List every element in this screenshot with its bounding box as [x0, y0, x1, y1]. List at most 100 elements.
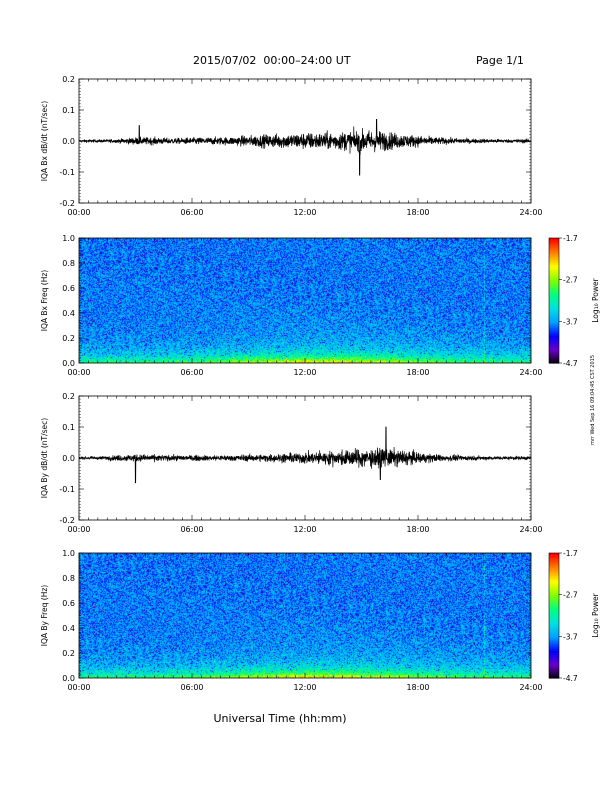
colorbar-swatch	[549, 573, 559, 577]
colorbar-swatch	[549, 308, 559, 312]
colorbar-swatch	[549, 250, 559, 254]
colorbar-swatch	[549, 246, 559, 250]
colorbar-swatch	[549, 342, 559, 345]
x-tick-label: 24:00	[519, 683, 542, 692]
colorbar-swatch	[549, 358, 559, 362]
colorbar-swatch	[549, 313, 559, 316]
colorbar-swatch	[549, 615, 559, 619]
colorbar-swatch	[549, 642, 559, 646]
side-stamp: mrr Wed Sep 16 09:04:45 CST 2015	[590, 354, 596, 445]
colorbar-label: Log₁₀ Power	[591, 592, 600, 637]
colorbar-swatch	[549, 675, 559, 679]
colorbar-swatch	[549, 300, 559, 304]
y-tick-label: 0.2	[62, 334, 75, 343]
colorbar-swatch	[549, 258, 559, 262]
colorbar-swatch	[549, 288, 559, 291]
y-tick-label: 0.1	[62, 106, 75, 115]
colorbar-swatch	[549, 267, 559, 270]
x-tick-label: 18:00	[406, 683, 429, 692]
y-tick-label: 1.0	[62, 234, 75, 243]
colorbar-swatch	[549, 348, 559, 352]
y-tick-label: 0.0	[62, 674, 75, 683]
x-tick-label: 00:00	[67, 368, 90, 377]
colorbar-swatch	[549, 659, 559, 662]
y-tick-label: 0.1	[62, 423, 75, 432]
colorbar-swatch	[549, 290, 559, 293]
x-tick-label: 06:00	[180, 683, 203, 692]
y-tick-label: 0.0	[62, 359, 75, 368]
x-tick-label: 12:00	[293, 525, 316, 534]
colorbar-swatch	[549, 657, 559, 660]
colorbar-swatch	[549, 275, 559, 279]
colorbar-swatch	[549, 559, 559, 562]
dbdt-panel-2: 00:00 06:00 12:00 18:00 24:00 0.2 0.1 0.0 -0.1 -0…	[40, 392, 543, 534]
colorbar-swatch	[549, 582, 559, 585]
colorbar-swatch	[549, 580, 559, 583]
colorbar-swatch	[549, 283, 559, 287]
colorbar-swatch	[549, 655, 559, 658]
colorbar-swatch	[549, 260, 559, 264]
colorbar-swatch	[549, 628, 559, 631]
colorbar-swatch	[549, 331, 559, 335]
series-line	[78, 426, 532, 484]
x-tick-label: 18:00	[406, 368, 429, 377]
colorbar-swatch	[549, 306, 559, 310]
colorbar-swatch	[549, 271, 559, 275]
colorbar-swatch	[549, 600, 559, 604]
colorbar-swatch	[549, 321, 559, 325]
colorbar-swatch	[549, 354, 559, 358]
y-tick-label: 0.2	[62, 649, 75, 658]
series-line	[78, 118, 532, 176]
spectrogram-image	[79, 553, 531, 678]
y-tick-label: 0.0	[62, 454, 75, 463]
colorbar-tick-label: -4.7	[563, 359, 578, 368]
colorbar-swatch	[549, 563, 559, 567]
x-tick-label: 12:00	[293, 683, 316, 692]
colorbar-swatch	[549, 340, 559, 343]
colorbar-swatch	[549, 263, 559, 266]
colorbar-swatch	[549, 319, 559, 322]
colorbar-swatch	[549, 304, 559, 308]
colorbar-swatch	[549, 352, 559, 356]
colorbar-tick-label: -1.7	[563, 549, 578, 558]
colorbar-swatch	[549, 350, 559, 354]
colorbar-tick-label: -2.7	[563, 591, 578, 600]
colorbar-swatch	[549, 335, 559, 339]
colorbar-swatch	[549, 279, 559, 283]
spectrogram-panel-3: 00:00 06:00 12:00 18:00 24:00 1.0 0.8 0.6 0.4 0.2…	[40, 549, 543, 692]
colorbar-swatch	[549, 338, 559, 341]
colorbar-label: Log₁₀ Power	[591, 277, 600, 322]
colorbar-swatch	[549, 630, 559, 633]
colorbar-swatch	[549, 638, 559, 642]
y-tick-label: -0.1	[59, 485, 75, 494]
colorbar-swatch	[549, 609, 559, 612]
x-tick-label: 00:00	[67, 683, 90, 692]
y-tick-label: 0.8	[62, 574, 75, 583]
colorbar-swatch	[549, 613, 559, 617]
y-axis-label: IQA Bx dB/dt (nT/sec)	[40, 101, 49, 182]
x-tick-label: 18:00	[406, 525, 429, 534]
colorbar-swatch	[549, 254, 559, 258]
colorbar-swatch	[549, 256, 559, 260]
x-tick-label: 12:00	[293, 368, 316, 377]
colorbar-swatch	[549, 640, 559, 644]
colorbar-swatch	[549, 611, 559, 615]
colorbar-swatch	[549, 634, 559, 637]
colorbar-swatch	[549, 296, 559, 300]
colorbar-swatch	[549, 553, 559, 556]
colorbar-swatch	[549, 578, 559, 581]
colorbar-tick-label: -1.7	[563, 234, 578, 243]
colorbar-swatch	[549, 636, 559, 640]
colorbar-swatch	[549, 586, 559, 590]
colorbar-swatch	[549, 238, 559, 241]
colorbar-swatch	[549, 661, 559, 665]
colorbar-swatch	[549, 242, 559, 245]
colorbar-swatch	[549, 346, 559, 350]
y-tick-label: -0.2	[59, 516, 75, 525]
colorbar-swatch	[549, 317, 559, 320]
colorbar-swatch	[549, 310, 559, 314]
colorbar-swatch	[549, 248, 559, 252]
colorbar-swatch	[549, 598, 559, 602]
colorbar-swatch	[549, 244, 559, 247]
